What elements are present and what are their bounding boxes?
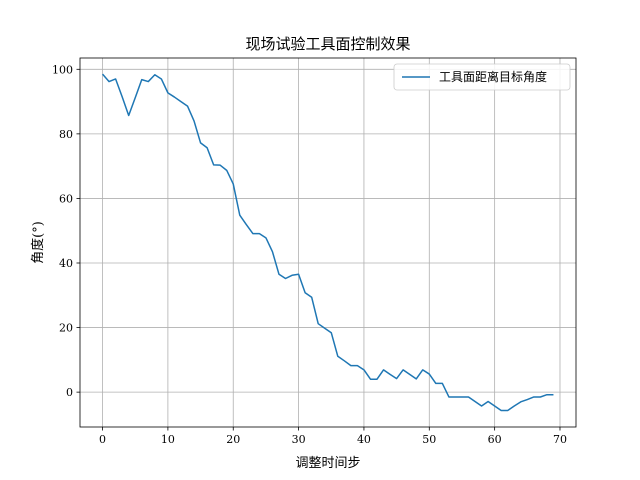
x-tick-label: 20 xyxy=(226,433,240,446)
series-line xyxy=(101,73,554,412)
chart-title: 现场试验工具面控制效果 xyxy=(245,35,410,53)
x-tick-label: 10 xyxy=(161,433,175,446)
grid xyxy=(80,58,576,427)
y-tick-label: 80 xyxy=(59,128,73,141)
x-tick-label: 40 xyxy=(357,433,371,446)
tick-layer: 0 10 20 30 40 50 60 70 0 20 40 60 80 100 xyxy=(52,63,567,446)
plot-frame xyxy=(79,57,577,428)
legend: 工具面距离目标角度 xyxy=(393,63,571,91)
y-tick-label: 20 xyxy=(59,322,73,335)
y-tick-label: 60 xyxy=(59,192,73,205)
x-axis-label: 调整时间步 xyxy=(295,456,360,471)
y-tick-label: 40 xyxy=(59,257,73,270)
legend-box xyxy=(393,63,571,91)
x-tick-label: 0 xyxy=(99,433,106,446)
series-layer xyxy=(101,73,554,412)
x-tick-label: 50 xyxy=(422,433,436,446)
x-tick-label: 60 xyxy=(488,433,502,446)
y-tick-label: 0 xyxy=(66,386,73,399)
legend-label: 工具面距离目标角度 xyxy=(439,69,547,84)
x-tick-label: 70 xyxy=(553,433,567,446)
y-tick-label: 100 xyxy=(52,63,73,76)
x-tick-label: 30 xyxy=(292,433,306,446)
y-axis-label: 角度(°) xyxy=(30,221,46,264)
